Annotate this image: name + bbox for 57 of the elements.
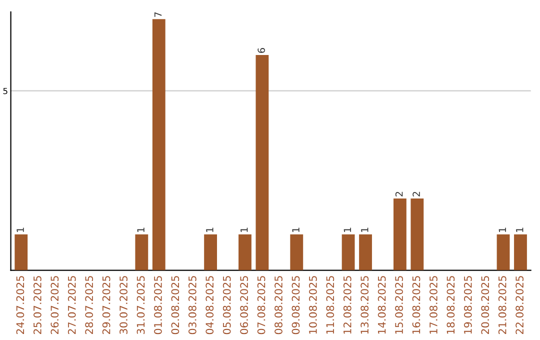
bar [256,54,269,270]
x-tick-label: 07.08.2025 [257,276,266,334]
data-label: 1 [206,228,214,232]
bar [496,234,510,270]
x-tick-label: 17.08.2025 [430,276,438,334]
bar [290,234,304,270]
x-tick-label: 31.07.2025 [136,276,145,334]
bar [359,234,372,270]
data-label: 1 [16,228,24,232]
x-tick-label: 09.08.2025 [292,276,300,334]
x-tick-label: 24.07.2025 [16,276,24,334]
x-tick-label: 01.08.2025 [154,276,162,334]
x-tick-label: 20.08.2025 [481,276,490,334]
y-tick-label: 5 [3,88,8,94]
x-tick-label: 26.07.2025 [50,276,59,334]
data-label: 2 [395,192,403,196]
x-tick-label: 30.07.2025 [120,276,128,334]
x-tick-label: 08.08.2025 [274,276,282,334]
x-tick-label: 13.08.2025 [360,276,369,334]
data-label: 1 [498,228,506,232]
bar [393,198,406,270]
x-tick-label: 04.08.2025 [206,276,214,334]
x-tick-label: 03.08.2025 [188,276,196,334]
x-tick-label: 22.08.2025 [516,276,524,334]
x-tick-label: 19.08.2025 [464,276,472,334]
data-label: 1 [516,228,524,232]
x-tick-label: 14.08.2025 [378,276,386,334]
x-tick-label: 05.08.2025 [222,276,231,334]
x-tick-label: 06.08.2025 [240,276,248,334]
x-tick-label: 25.07.2025 [33,276,42,334]
data-label: 1 [361,228,368,232]
x-tick-label: 27.07.2025 [68,276,76,334]
data-label: 7 [154,12,162,17]
data-label: 1 [240,228,248,232]
bar [514,234,527,270]
x-tick-label: 12.08.2025 [343,276,352,334]
data-label: 1 [137,228,144,232]
x-tick-label: 15.08.2025 [395,276,403,334]
bar [204,234,217,270]
bar [14,234,28,270]
x-tick-label: 28.07.2025 [85,276,94,334]
x-tick-label: 18.08.2025 [446,276,455,334]
data-label: 1 [292,228,300,232]
x-tick-label: 02.08.2025 [171,276,180,334]
x-tick-label: 10.08.2025 [309,276,317,334]
bar [410,198,424,270]
data-label: 1 [344,228,351,232]
x-tick-label: 21.08.2025 [498,276,506,334]
bar [342,234,355,270]
x-tick-label: 16.08.2025 [412,276,420,334]
x-tick-label: 11.08.2025 [326,276,334,334]
data-label: 6 [258,48,266,53]
bar [238,234,252,270]
bar [152,19,166,270]
data-label: 2 [412,192,420,196]
x-tick-label: 29.07.2025 [102,276,110,334]
bar [135,234,148,270]
